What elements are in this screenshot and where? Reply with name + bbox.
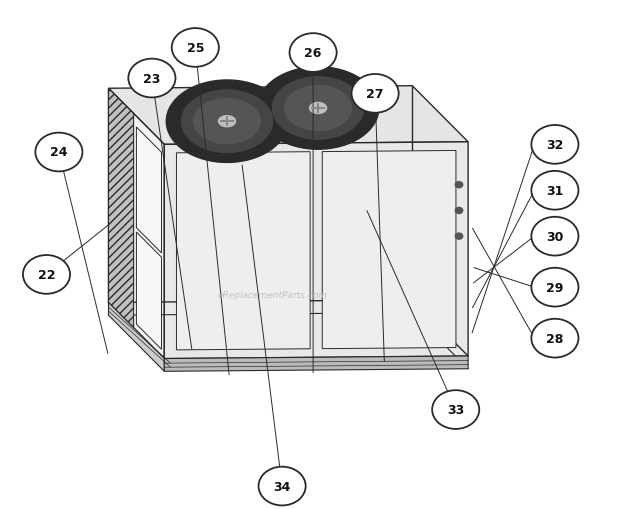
Circle shape bbox=[531, 268, 578, 307]
Polygon shape bbox=[164, 143, 468, 359]
Polygon shape bbox=[108, 89, 164, 359]
Circle shape bbox=[531, 172, 578, 210]
Text: 25: 25 bbox=[187, 42, 204, 55]
Polygon shape bbox=[164, 356, 468, 372]
Polygon shape bbox=[177, 152, 310, 350]
Circle shape bbox=[35, 133, 82, 172]
Text: 27: 27 bbox=[366, 88, 384, 101]
Ellipse shape bbox=[273, 77, 363, 140]
Text: 30: 30 bbox=[546, 230, 564, 243]
Text: 24: 24 bbox=[50, 146, 68, 159]
Circle shape bbox=[172, 29, 219, 68]
Text: 22: 22 bbox=[38, 268, 55, 281]
Circle shape bbox=[290, 34, 337, 73]
Circle shape bbox=[432, 390, 479, 429]
Circle shape bbox=[23, 256, 70, 294]
Circle shape bbox=[128, 60, 175, 98]
Text: 28: 28 bbox=[546, 332, 564, 345]
Ellipse shape bbox=[257, 68, 379, 150]
Circle shape bbox=[531, 319, 578, 358]
Text: 33: 33 bbox=[447, 403, 464, 416]
Ellipse shape bbox=[285, 87, 352, 131]
Text: 31: 31 bbox=[546, 184, 564, 197]
Polygon shape bbox=[322, 151, 456, 349]
Text: 34: 34 bbox=[273, 479, 291, 493]
Circle shape bbox=[455, 208, 463, 214]
Polygon shape bbox=[108, 89, 133, 328]
Polygon shape bbox=[136, 128, 161, 253]
Circle shape bbox=[352, 75, 399, 114]
Text: 32: 32 bbox=[546, 138, 564, 152]
Ellipse shape bbox=[182, 91, 273, 153]
Ellipse shape bbox=[166, 81, 288, 163]
Text: 23: 23 bbox=[143, 72, 161, 86]
Circle shape bbox=[455, 182, 463, 188]
Circle shape bbox=[455, 234, 463, 240]
Polygon shape bbox=[108, 87, 468, 145]
Text: eReplacementParts.com: eReplacementParts.com bbox=[218, 291, 328, 300]
Ellipse shape bbox=[193, 100, 260, 145]
Text: 29: 29 bbox=[546, 281, 564, 294]
Text: 26: 26 bbox=[304, 47, 322, 60]
Circle shape bbox=[531, 126, 578, 164]
Circle shape bbox=[531, 217, 578, 256]
Circle shape bbox=[259, 467, 306, 505]
Polygon shape bbox=[136, 233, 161, 350]
Polygon shape bbox=[108, 303, 164, 372]
Ellipse shape bbox=[309, 103, 327, 114]
Ellipse shape bbox=[218, 117, 236, 127]
